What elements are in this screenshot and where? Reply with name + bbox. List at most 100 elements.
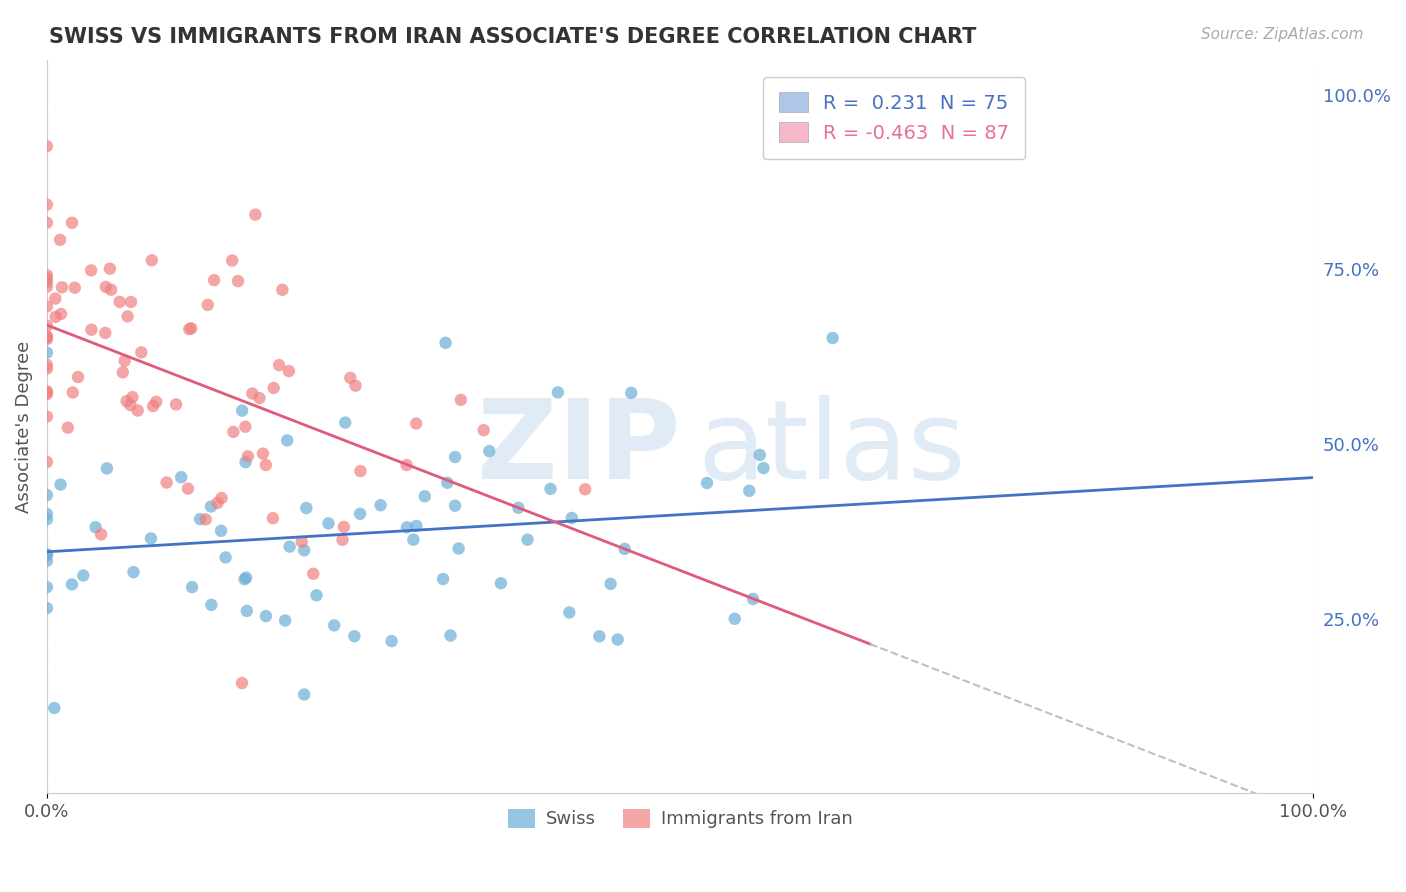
Point bbox=[236, 604, 259, 618]
Point bbox=[323, 618, 346, 632]
Point bbox=[35, 512, 58, 526]
Point bbox=[207, 496, 229, 510]
Point bbox=[44, 292, 66, 306]
Point bbox=[100, 283, 122, 297]
Point bbox=[292, 688, 315, 702]
Point bbox=[271, 283, 294, 297]
Point bbox=[489, 576, 512, 591]
Point bbox=[588, 629, 610, 643]
Point bbox=[269, 358, 291, 372]
Point bbox=[35, 361, 58, 376]
Point bbox=[444, 450, 467, 464]
Point bbox=[478, 444, 501, 458]
Point bbox=[44, 701, 66, 715]
Point bbox=[613, 541, 636, 556]
Point bbox=[209, 524, 232, 538]
Point bbox=[447, 541, 470, 556]
Point bbox=[35, 507, 58, 521]
Point bbox=[413, 489, 436, 503]
Text: atlas: atlas bbox=[697, 395, 966, 502]
Point bbox=[349, 464, 371, 478]
Point bbox=[35, 268, 58, 283]
Point bbox=[432, 572, 454, 586]
Point bbox=[131, 345, 153, 359]
Point bbox=[349, 507, 371, 521]
Point bbox=[120, 398, 142, 412]
Point bbox=[35, 345, 58, 359]
Point bbox=[245, 208, 267, 222]
Point bbox=[606, 632, 628, 647]
Point bbox=[332, 533, 354, 547]
Point bbox=[724, 612, 747, 626]
Point bbox=[558, 606, 581, 620]
Point bbox=[200, 598, 222, 612]
Point bbox=[111, 365, 134, 379]
Point bbox=[122, 565, 145, 579]
Point bbox=[405, 417, 427, 431]
Point bbox=[278, 540, 301, 554]
Point bbox=[202, 273, 225, 287]
Point bbox=[139, 532, 162, 546]
Point bbox=[127, 403, 149, 417]
Point bbox=[142, 399, 165, 413]
Y-axis label: Associate's Degree: Associate's Degree bbox=[15, 341, 32, 513]
Point bbox=[35, 299, 58, 313]
Point bbox=[51, 280, 73, 294]
Legend: Swiss, Immigrants from Iran: Swiss, Immigrants from Iran bbox=[501, 802, 859, 836]
Point bbox=[752, 461, 775, 475]
Point bbox=[49, 307, 72, 321]
Point bbox=[35, 216, 58, 230]
Point bbox=[66, 370, 89, 384]
Point bbox=[145, 395, 167, 409]
Point bbox=[35, 329, 58, 343]
Point bbox=[35, 488, 58, 502]
Point bbox=[108, 294, 131, 309]
Text: SWISS VS IMMIGRANTS FROM IRAN ASSOCIATE'S DEGREE CORRELATION CHART: SWISS VS IMMIGRANTS FROM IRAN ASSOCIATE'… bbox=[49, 27, 977, 46]
Point bbox=[35, 279, 58, 293]
Point bbox=[49, 233, 72, 247]
Point bbox=[395, 458, 418, 472]
Point bbox=[181, 580, 204, 594]
Point bbox=[60, 577, 83, 591]
Point bbox=[696, 475, 718, 490]
Point bbox=[35, 271, 58, 285]
Text: ZIP: ZIP bbox=[477, 395, 681, 502]
Point bbox=[114, 354, 136, 368]
Point bbox=[540, 482, 562, 496]
Point bbox=[335, 416, 357, 430]
Point bbox=[291, 534, 314, 549]
Point bbox=[252, 447, 274, 461]
Point bbox=[200, 500, 222, 514]
Point bbox=[249, 391, 271, 405]
Point bbox=[599, 577, 621, 591]
Point bbox=[231, 676, 253, 690]
Point bbox=[35, 358, 58, 372]
Point bbox=[381, 634, 404, 648]
Point bbox=[292, 543, 315, 558]
Point bbox=[221, 253, 243, 268]
Point bbox=[450, 392, 472, 407]
Point bbox=[35, 409, 58, 424]
Point bbox=[233, 572, 256, 586]
Point bbox=[188, 512, 211, 526]
Point bbox=[344, 378, 367, 392]
Point bbox=[84, 520, 107, 534]
Point bbox=[49, 477, 72, 491]
Point bbox=[395, 520, 418, 534]
Point bbox=[35, 455, 58, 469]
Point bbox=[35, 385, 58, 400]
Point bbox=[211, 491, 233, 505]
Point bbox=[179, 322, 201, 336]
Point bbox=[226, 274, 249, 288]
Point bbox=[35, 330, 58, 344]
Point bbox=[339, 371, 361, 385]
Point bbox=[35, 554, 58, 568]
Point bbox=[439, 628, 461, 642]
Point bbox=[254, 609, 277, 624]
Point bbox=[98, 261, 121, 276]
Point bbox=[444, 499, 467, 513]
Point bbox=[235, 455, 257, 469]
Point bbox=[90, 527, 112, 541]
Point bbox=[35, 384, 58, 399]
Point bbox=[35, 275, 58, 289]
